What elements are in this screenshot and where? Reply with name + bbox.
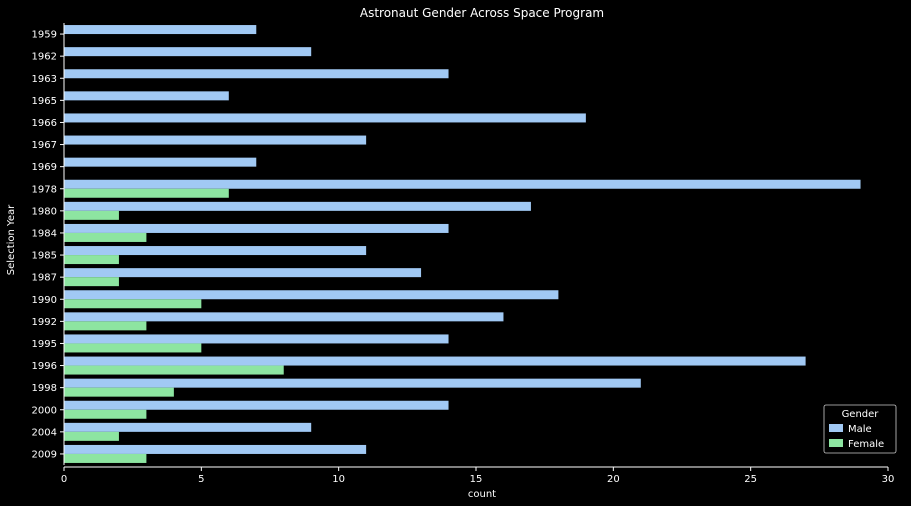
y-tick-label-1980: 1980 (32, 206, 57, 217)
y-tick-label-1998: 1998 (32, 383, 57, 394)
y-tick-label-1987: 1987 (32, 273, 57, 284)
bar-female-1985 (64, 255, 119, 265)
bar-male-1990 (64, 290, 559, 300)
bar-female-1978 (64, 188, 229, 198)
bar-female-2004 (64, 431, 119, 441)
bar-female-1995 (64, 343, 202, 353)
x-axis-label: count (468, 489, 496, 500)
y-axis-label: Selection Year (6, 204, 17, 275)
legend-title: Gender (842, 409, 880, 420)
bar-female-1996 (64, 365, 284, 375)
bar-male-2004 (64, 422, 312, 432)
bar-female-1992 (64, 321, 147, 331)
x-tick-label-15: 15 (470, 474, 483, 485)
bar-male-1996 (64, 356, 806, 366)
bar-male-1963 (64, 69, 449, 79)
bar-male-1959 (64, 25, 257, 35)
x-tick-label-20: 20 (607, 474, 620, 485)
y-tick-label-2000: 2000 (32, 405, 57, 416)
y-tick-label-1969: 1969 (32, 162, 57, 173)
x-tick-label-10: 10 (332, 474, 345, 485)
y-tick-label-1965: 1965 (32, 96, 57, 107)
legend-swatch-male (829, 424, 843, 432)
bar-female-2000 (64, 409, 147, 419)
bar-female-1984 (64, 232, 147, 242)
y-tick-label-1984: 1984 (32, 228, 57, 239)
bar-male-1969 (64, 157, 257, 167)
bar-female-1987 (64, 277, 119, 287)
bar-male-1987 (64, 268, 422, 278)
y-tick-label-1978: 1978 (32, 184, 57, 195)
bar-male-2000 (64, 400, 449, 410)
y-tick-label-1967: 1967 (32, 140, 57, 151)
axes-group: 1959 1962 1963 1965 1966 1967 1969 1978 1980 1984… (32, 23, 895, 485)
y-tick-label-1990: 1990 (32, 295, 57, 306)
bar-male-2009 (64, 444, 367, 454)
legend-label-male: Male (848, 424, 872, 435)
y-tick-label-1996: 1996 (32, 361, 57, 372)
bars-group (64, 25, 861, 463)
chart-title: Astronaut Gender Across Space Program (360, 6, 604, 20)
legend-label-female: Female (848, 439, 884, 450)
bar-male-1966 (64, 113, 586, 123)
bar-female-1980 (64, 210, 119, 220)
x-tick-label-0: 0 (61, 474, 67, 485)
bar-male-1980 (64, 201, 531, 211)
y-tick-label-1966: 1966 (32, 118, 57, 129)
y-tick-label-2004: 2004 (32, 427, 57, 438)
bar-male-1985 (64, 246, 367, 256)
y-tick-label-1959: 1959 (32, 30, 57, 41)
bar-male-1978 (64, 179, 861, 189)
legend: Gender Male Female (823, 404, 897, 454)
y-tick-label-1985: 1985 (32, 251, 57, 262)
bar-female-1998 (64, 387, 174, 397)
y-tick-label-2009: 2009 (32, 449, 57, 460)
bar-male-1992 (64, 312, 504, 322)
x-tick-label-5: 5 (198, 474, 204, 485)
legend-swatch-female (829, 439, 843, 447)
y-tick-label-1995: 1995 (32, 339, 57, 350)
x-tick-label-30: 30 (882, 474, 895, 485)
x-tick-label-25: 25 (744, 474, 757, 485)
bar-male-1965 (64, 91, 229, 101)
bar-male-1967 (64, 135, 367, 145)
y-tick-label-1962: 1962 (32, 52, 57, 63)
bar-female-1990 (64, 299, 202, 309)
bar-male-1998 (64, 378, 641, 388)
bar-female-2009 (64, 453, 147, 463)
bar-male-1962 (64, 47, 312, 57)
bar-male-1995 (64, 334, 449, 344)
y-tick-label-1963: 1963 (32, 74, 57, 85)
bar-male-1984 (64, 223, 449, 233)
y-tick-label-1992: 1992 (32, 317, 57, 328)
